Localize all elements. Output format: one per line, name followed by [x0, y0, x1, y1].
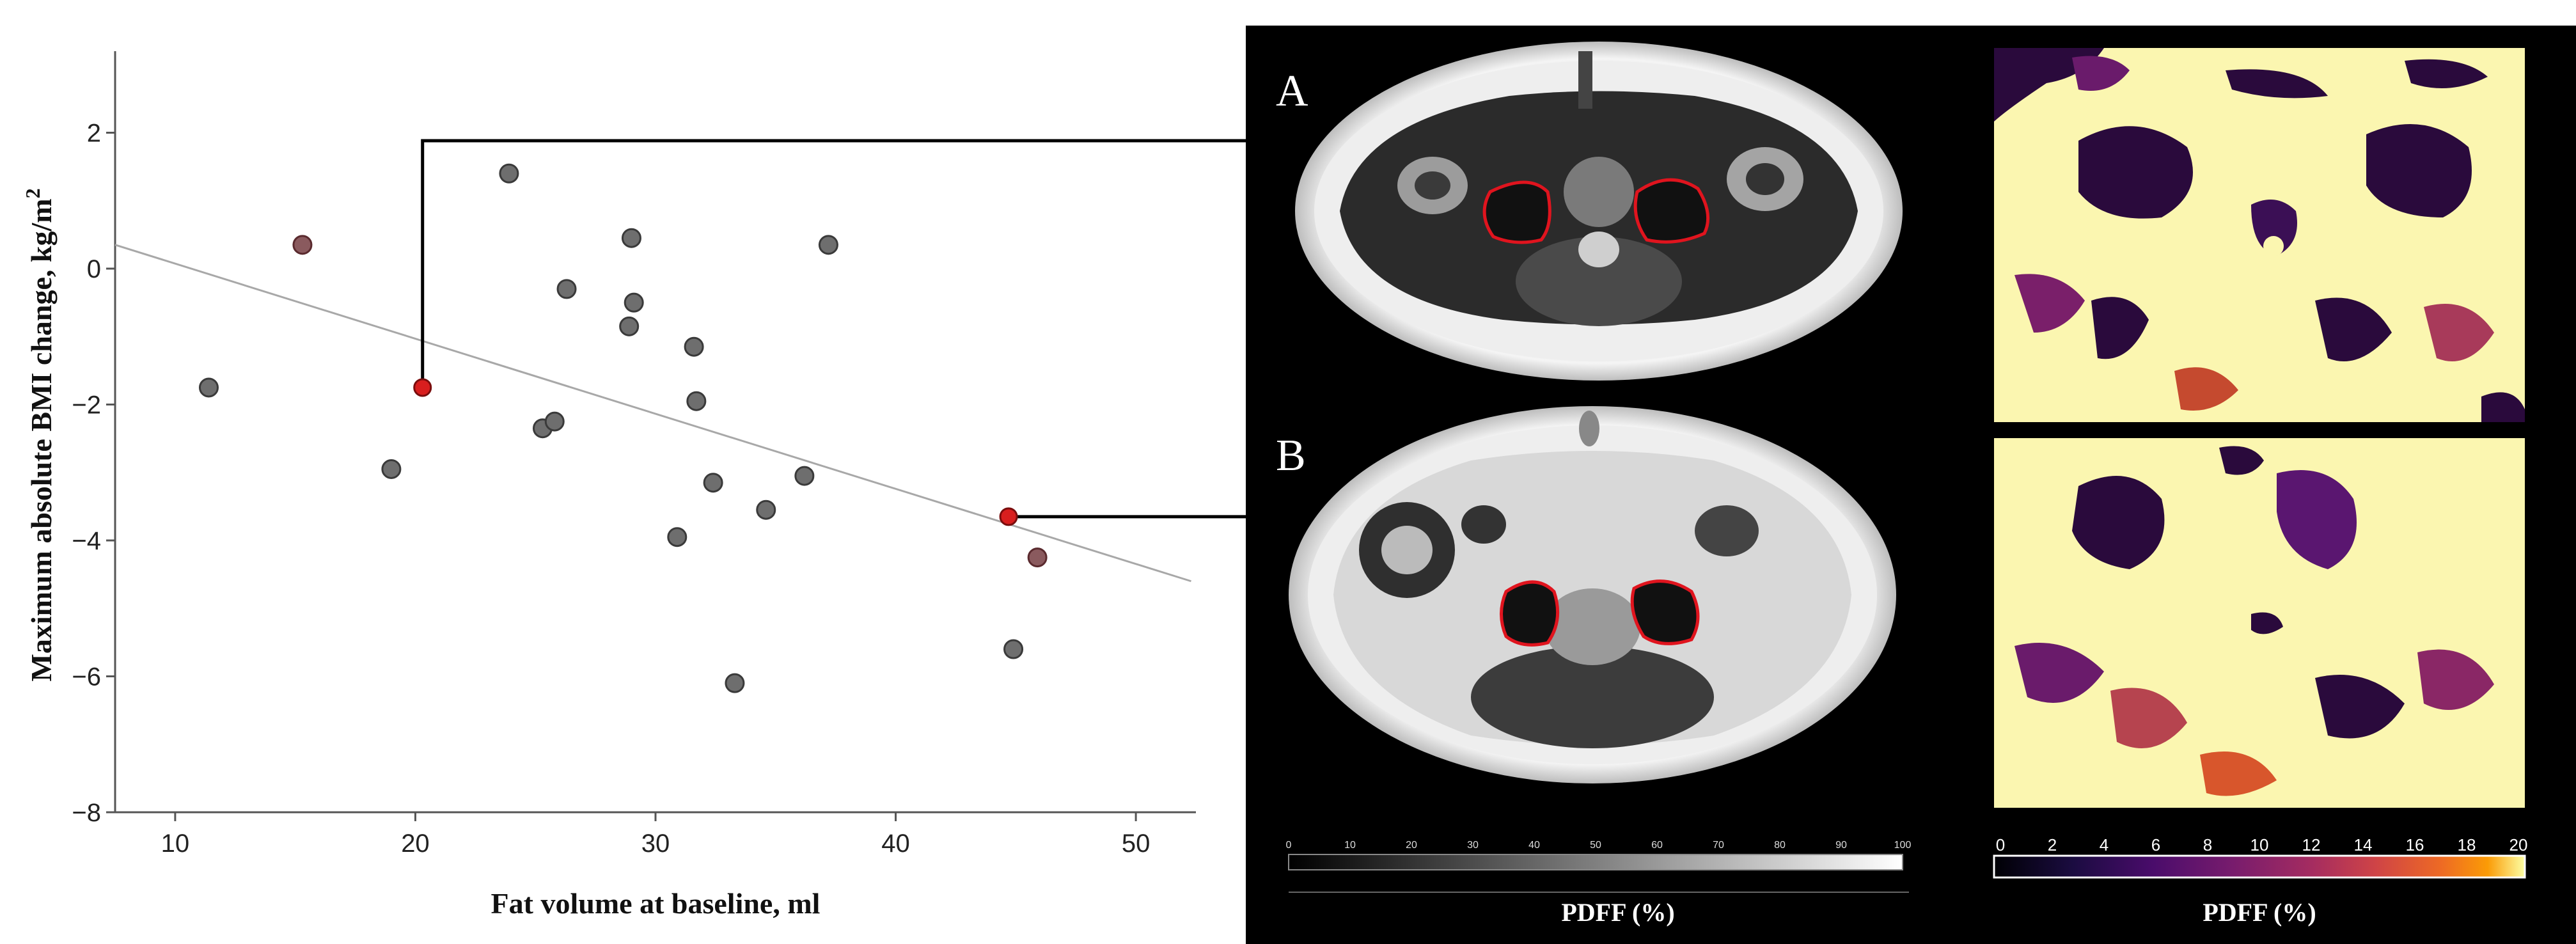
colorbar-inferno: 0 2 4 6 8 10 12 14 16 18 20 PDFF (%): [1993, 835, 2528, 927]
y-tick-label: 0: [87, 255, 101, 283]
data-point: [619, 316, 640, 336]
colorbar-grayscale-title: PDFF (%): [1561, 898, 1674, 927]
data-point: [621, 228, 641, 248]
data-point: [686, 391, 707, 411]
x-axis-title: Fat volume at baseline, ml: [491, 887, 821, 920]
data-point: [794, 466, 815, 486]
data-point: [292, 235, 313, 255]
data-point: [1003, 639, 1024, 659]
fat-fraction-map-a: [1994, 48, 2525, 422]
data-point: [381, 459, 402, 479]
colorbar-inferno-tick-label: 0: [1996, 835, 2005, 854]
colorbar-grayscale: 0 10 20 30 40 50 60 70 80 90 100 PDFF (%): [1286, 840, 1912, 927]
panel-label-a: A: [1276, 67, 1308, 116]
x-tick-label: 10: [161, 830, 190, 858]
colorbar-inferno-tick-label: 8: [2203, 835, 2212, 854]
x-tick-label: 20: [401, 830, 430, 858]
y-tick-label: −8: [72, 799, 101, 827]
data-point: [624, 292, 644, 313]
roi-outline-b-left: [1500, 580, 1560, 647]
x-tick-label: 50: [1122, 830, 1151, 858]
colorbar-grayscale-tick-label: 20: [1406, 840, 1417, 851]
x-tick-label: 30: [641, 830, 670, 858]
roi-outline-a-right: [1633, 178, 1710, 244]
highlighted-data-point: [413, 378, 432, 397]
colorbar-inferno-tick-label: 10: [2250, 835, 2269, 854]
colorbar-grayscale-tick-label: 0: [1286, 840, 1292, 851]
colorbar-inferno-title: PDFF (%): [2203, 898, 2316, 927]
y-tick-label: −4: [72, 527, 101, 555]
colorbar-inferno-tick-label: 16: [2406, 835, 2424, 854]
mri-slice-b: [1289, 406, 1896, 783]
highlighted-data-point: [999, 507, 1018, 526]
colorbar-inferno-tick-label: 2: [2048, 835, 2057, 854]
y-ticks: 2 0 −2 −4 −6 −8: [72, 120, 115, 827]
data-point: [1027, 547, 1048, 568]
y-axis-title: Maximum absolute BMI change, kg/m2: [21, 188, 58, 681]
mri-panel: A B 0 10 20 30 40 50 60 70 80 90 100 PDFF (%): [1246, 26, 2576, 944]
roi-outline-a-left: [1482, 180, 1551, 244]
colorbar-inferno-tick-label: 12: [2302, 835, 2321, 854]
data-point: [499, 163, 519, 184]
colorbar-grayscale-tick-label: 40: [1528, 840, 1540, 851]
panel-label-b: B: [1276, 431, 1306, 480]
y-tick-label: 2: [87, 120, 101, 148]
colorbar-inferno-tick-label: 6: [2151, 835, 2160, 854]
colorbar-grayscale-tick-label: 90: [1835, 840, 1847, 851]
data-point: [684, 336, 704, 357]
data-point: [556, 279, 577, 299]
colorbar-grayscale-ticks: 0 10 20 30 40 50 60 70 80 90 100: [1286, 840, 1912, 851]
data-point: [667, 527, 687, 547]
colorbar-grayscale-tick-label: 80: [1774, 840, 1786, 851]
y-tick-label: −6: [72, 663, 101, 691]
colorbar-grayscale-tick-label: 50: [1590, 840, 1601, 851]
data-point: [756, 500, 776, 520]
colorbar-grayscale-tick-label: 70: [1713, 840, 1724, 851]
mri-slice-a: [1295, 42, 1903, 381]
scatter-plot: 20−2−4−6−8 10 20 30 40 50 Fat volume at base…: [21, 51, 1247, 920]
data-points: [198, 163, 1048, 693]
colorbar-inferno-ticks: 0 2 4 6 8 10 12 14 16 18 20: [1996, 835, 2528, 854]
y-tick-label: −2: [72, 391, 101, 420]
colorbar-inferno-tick-label: 4: [2100, 835, 2109, 854]
data-point: [725, 673, 745, 693]
colorbar-grayscale-tick-label: 30: [1467, 840, 1479, 851]
roi-outline-b-right: [1630, 579, 1700, 645]
colorbar-grayscale-tick-label: 60: [1651, 840, 1663, 851]
callout-lines: [421, 139, 1247, 519]
data-point: [544, 411, 565, 432]
x-ticks: 10 20 30 40 50: [161, 812, 1151, 858]
colorbar-inferno-tick-label: 20: [2509, 835, 2528, 854]
regression-line: [114, 244, 1191, 583]
data-point: [703, 473, 723, 493]
fat-fraction-map-b: [1994, 438, 2525, 808]
colorbar-grayscale-tick-label: 100: [1894, 840, 1912, 851]
x-tick-label: 40: [881, 830, 910, 858]
data-point: [198, 377, 219, 398]
colorbar-inferno-tick-label: 14: [2354, 835, 2373, 854]
data-point: [818, 235, 838, 255]
colorbar-grayscale-tick-label: 10: [1344, 840, 1356, 851]
colorbar-inferno-tick-label: 18: [2458, 835, 2476, 854]
callout-line-a: [421, 139, 1247, 388]
